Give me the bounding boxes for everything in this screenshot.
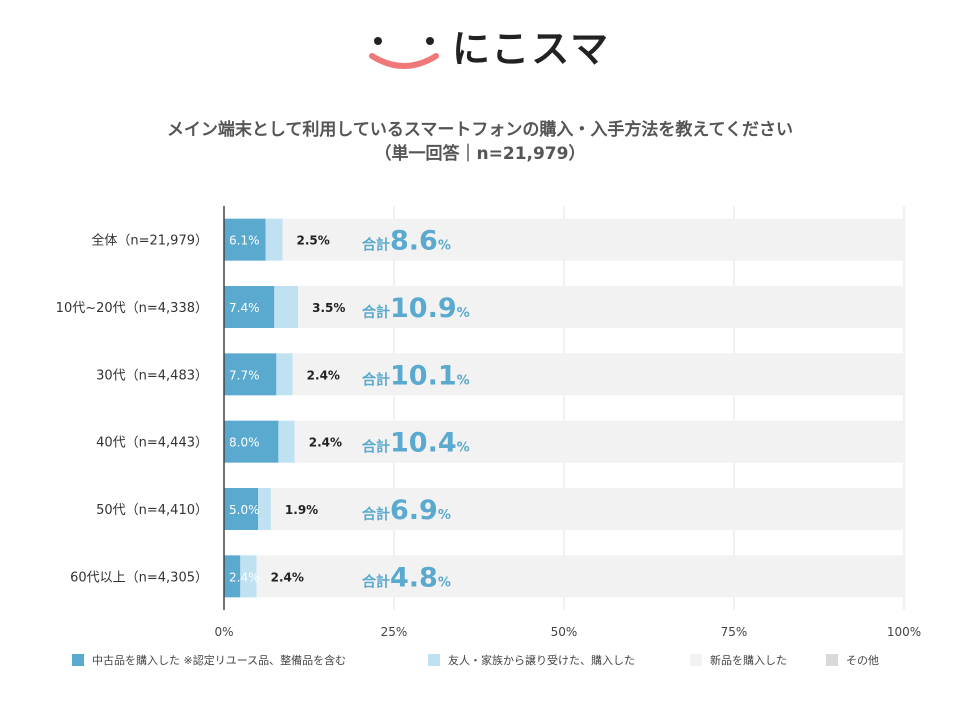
- data-label-gifted: 2.4%: [271, 570, 304, 584]
- bar-segment-1: [224, 555, 241, 598]
- category-label: 全体（n=21,979）: [91, 233, 208, 249]
- data-label-gifted: 2.4%: [309, 436, 342, 450]
- legend-swatch: [72, 654, 84, 666]
- data-label-gifted: 1.9%: [285, 503, 318, 517]
- total-label: 合計10.4%: [362, 428, 470, 459]
- chart-legend: 中古品を購入した ※認定リユース品、整備品を含む 友人・家族から譲り受けた、購入し…: [0, 652, 960, 672]
- category-label: 30代（n=4,483）: [96, 368, 208, 383]
- legend-item: 中古品を購入した ※認定リユース品、整備品を含む: [72, 652, 346, 668]
- x-tick-label: 100%: [887, 625, 921, 639]
- bar-segment-1: [224, 488, 258, 530]
- legend-swatch: [690, 654, 702, 666]
- data-label-used: 2.4%: [229, 570, 260, 584]
- bar-segment-1: [224, 420, 279, 463]
- data-label-gifted: 2.5%: [296, 234, 329, 248]
- nikosuma-logo-icon: [369, 37, 439, 69]
- legend-label: その他: [846, 654, 879, 667]
- bar-segment-3: [292, 353, 904, 396]
- x-tick-label: 50%: [551, 625, 578, 639]
- total-label: 合計10.1%: [362, 360, 470, 391]
- logo-right-dot: [426, 37, 434, 45]
- data-label-used: 6.1%: [229, 234, 260, 248]
- data-label-used: 8.0%: [229, 436, 260, 450]
- category-label: 60代以上（n=4,305）: [70, 570, 208, 585]
- legend-swatch: [826, 654, 838, 666]
- legend-item: 新品を購入した: [690, 652, 787, 668]
- legend-label: 友人・家族から譲り受けた、購入した: [448, 654, 635, 667]
- data-label-used: 5.0%: [229, 503, 260, 517]
- bar-segment-2: [276, 353, 293, 396]
- x-tick-label: 25%: [381, 625, 408, 639]
- logo-smile: [369, 53, 439, 69]
- bar-segment-3: [294, 420, 905, 463]
- data-label-gifted: 3.5%: [312, 301, 345, 315]
- legend-label: 新品を購入した: [710, 654, 787, 667]
- x-tick-label: 0%: [214, 625, 233, 639]
- bar-segment-1: [224, 353, 277, 396]
- total-label: 合計10.9%: [362, 293, 470, 324]
- bar-segment-3: [270, 488, 904, 530]
- bar-segment-1: [224, 286, 275, 328]
- chart-title: メイン端末として利用しているスマートフォンの購入・入手方法を教えてください: [166, 120, 794, 140]
- bar-segment-3: [282, 218, 905, 261]
- total-label: 合計4.8%: [362, 562, 451, 593]
- bar-segment-2: [274, 286, 299, 328]
- category-label: 50代（n=4,410）: [96, 503, 208, 518]
- legend-swatch: [428, 654, 440, 666]
- bar-segment-2: [265, 218, 283, 261]
- data-label-used: 7.4%: [229, 301, 260, 315]
- total-label: 合計8.6%: [362, 226, 451, 257]
- chart-subtitle: （単一回答｜n=21,979）: [374, 144, 586, 164]
- brand-name: にこスマ: [452, 27, 611, 71]
- legend-item: 友人・家族から譲り受けた、購入した: [428, 652, 635, 668]
- data-label-used: 7.7%: [229, 368, 260, 382]
- bar-segment-2: [278, 420, 295, 463]
- bar-segment-3: [298, 286, 904, 328]
- x-tick-label: 75%: [721, 625, 748, 639]
- total-label: 合計6.9%: [362, 495, 451, 526]
- bar-segment-2: [240, 555, 257, 598]
- bar-segment-2: [258, 488, 271, 530]
- logo-left-dot: [374, 37, 382, 45]
- category-label: 40代（n=4,443）: [96, 436, 208, 451]
- legend-label: 中古品を購入した ※認定リユース品、整備品を含む: [92, 654, 347, 667]
- category-label: 10代~20代（n=4,338）: [56, 301, 208, 316]
- data-label-gifted: 2.4%: [307, 368, 340, 382]
- bar-segment-1: [224, 218, 266, 261]
- legend-item: その他: [826, 652, 879, 668]
- bar-segment-3: [256, 555, 904, 598]
